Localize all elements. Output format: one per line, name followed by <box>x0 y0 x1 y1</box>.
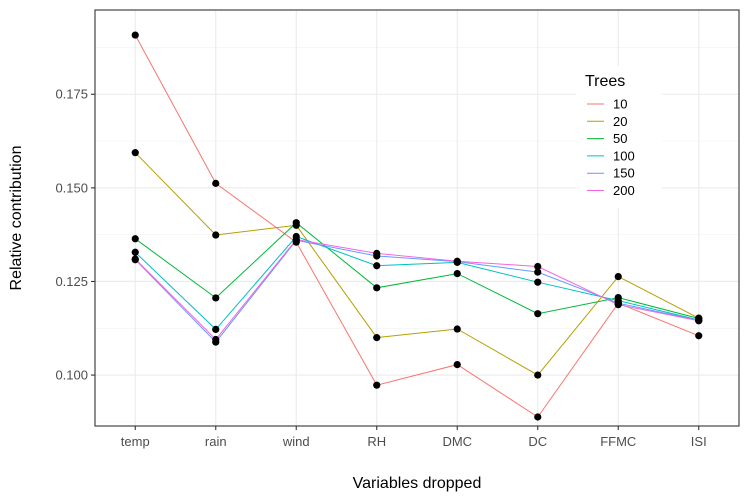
y-tick-label: 0.150 <box>55 180 88 195</box>
series-line-200 <box>134 238 699 341</box>
data-point-50 <box>292 219 300 227</box>
data-point-150 <box>534 268 542 276</box>
series-line-50 <box>135 222 699 319</box>
data-point-10 <box>212 179 220 187</box>
data-point-50 <box>212 294 220 302</box>
data-point-100 <box>131 248 139 256</box>
data-point-20 <box>212 231 220 239</box>
x-tick-label: RH <box>367 434 386 449</box>
legend-background <box>576 66 662 208</box>
data-point-20 <box>453 325 461 333</box>
data-point-20 <box>534 371 542 379</box>
x-axis: temp rain wind RH DMC DC FFMC ISI <box>121 426 707 449</box>
data-point-50 <box>534 310 542 318</box>
y-axis: 0.100 0.125 0.150 0.175 <box>55 87 95 383</box>
legend-items: 10 20 50 100 150 200 <box>587 97 635 198</box>
data-point-50 <box>131 235 139 243</box>
series-points <box>131 31 703 421</box>
legend-label: 20 <box>613 114 627 129</box>
data-point-10 <box>534 413 542 421</box>
data-point-100 <box>212 325 220 333</box>
x-tick-label: wind <box>282 434 310 449</box>
legend: Trees 10 20 50 100 150 200 <box>576 66 662 208</box>
data-point-200 <box>695 317 703 325</box>
data-point-20 <box>131 149 139 157</box>
x-tick-label: ISI <box>691 434 707 449</box>
plot-panel-border <box>94 9 740 427</box>
data-point-20 <box>614 272 622 281</box>
y-axis-title: Relative contribution <box>8 146 25 291</box>
data-point-200 <box>614 301 622 309</box>
y-tick-label: 0.175 <box>55 87 88 102</box>
legend-title: Trees <box>585 73 625 90</box>
data-point-100 <box>373 262 381 270</box>
data-point-50 <box>373 284 381 292</box>
data-point-200 <box>453 257 461 265</box>
legend-label: 50 <box>613 131 627 146</box>
data-point-200 <box>131 255 139 263</box>
legend-label: 150 <box>613 166 635 181</box>
x-tick-label: rain <box>205 434 227 449</box>
legend-label: 10 <box>613 97 627 112</box>
data-point-50 <box>453 270 461 278</box>
data-point-10 <box>373 381 381 389</box>
data-point-200 <box>212 335 220 344</box>
x-tick-label: FFMC <box>600 434 636 449</box>
x-tick-label: DC <box>528 434 547 449</box>
y-tick-label: 0.100 <box>55 368 88 383</box>
data-point-200 <box>292 235 300 244</box>
data-point-10 <box>131 31 139 39</box>
data-point-200 <box>373 249 381 257</box>
legend-label: 100 <box>613 148 635 163</box>
legend-label: 200 <box>613 183 635 198</box>
x-tick-label: temp <box>121 434 150 449</box>
data-point-10 <box>695 332 703 340</box>
x-tick-label: DMC <box>442 434 472 449</box>
data-point-100 <box>534 278 542 286</box>
y-tick-label: 0.125 <box>55 274 88 289</box>
series-line-20 <box>134 152 700 376</box>
series-line-10 <box>134 34 699 418</box>
series-lines <box>134 34 700 418</box>
data-point-200 <box>534 262 542 271</box>
data-point-10 <box>453 360 461 369</box>
x-axis-title: Variables dropped <box>353 475 482 492</box>
data-point-20 <box>373 334 381 342</box>
